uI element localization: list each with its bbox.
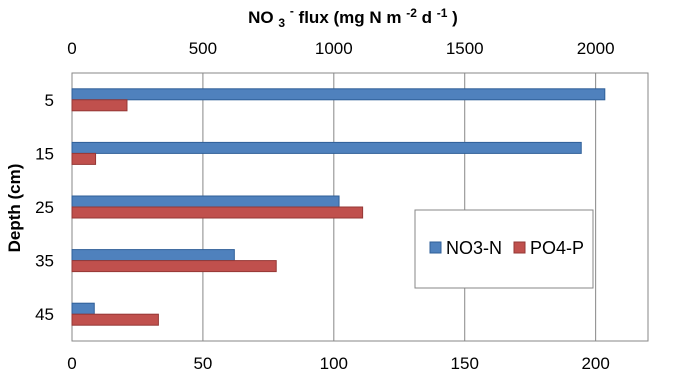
bottom-axis-tick-label: 200 bbox=[581, 354, 609, 373]
top-axis-title-part: flux (mg N m bbox=[299, 8, 402, 27]
top-axis-title-part: d bbox=[422, 8, 432, 27]
y-axis-tick-label: 45 bbox=[35, 305, 54, 324]
bar-po4-p bbox=[71, 313, 159, 326]
top-axis-title-sup: - bbox=[290, 4, 294, 18]
bar-po4-p bbox=[71, 152, 97, 165]
legend-swatch-no3-n bbox=[429, 241, 442, 254]
bottom-axis-tick-label: 50 bbox=[193, 354, 212, 373]
top-axis-tick-label: 1500 bbox=[446, 39, 484, 58]
bar-po4-p bbox=[71, 260, 277, 273]
top-axis-title-part: ) bbox=[452, 8, 458, 27]
legend: NO3-N PO4-P bbox=[414, 209, 594, 289]
bar-no3-n bbox=[71, 141, 582, 154]
top-axis-title-part: NO bbox=[248, 8, 274, 27]
bar-po4-p bbox=[71, 99, 128, 112]
legend-box bbox=[414, 209, 594, 289]
top-axis-tick-label: 2000 bbox=[577, 39, 615, 58]
y-axis-title: Depth (cm) bbox=[5, 164, 24, 253]
y-axis-tick-labels: 5 15 25 35 45 bbox=[35, 91, 54, 324]
top-axis-tick-labels: 0 500 1000 1500 2000 bbox=[67, 39, 614, 58]
bar-no3-n bbox=[71, 88, 606, 101]
top-axis-tick-label: 1000 bbox=[315, 39, 353, 58]
bottom-axis-tick-labels: 0 50 100 150 200 bbox=[67, 354, 610, 373]
legend-label-po4-p: PO4-P bbox=[530, 238, 584, 258]
y-axis-tick-label: 35 bbox=[35, 252, 54, 271]
top-axis-title-sub: 3 bbox=[278, 16, 285, 30]
bar-po4-p bbox=[71, 206, 364, 219]
top-axis-title-sup: -2 bbox=[406, 6, 417, 20]
y-axis-tick-label: 5 bbox=[45, 91, 54, 110]
top-axis-tick-label: 500 bbox=[189, 39, 217, 58]
bar-no3-n bbox=[71, 302, 95, 315]
bar-no3-n bbox=[71, 249, 235, 262]
bar-no3-n bbox=[71, 195, 340, 208]
y-axis-tick-label: 15 bbox=[35, 144, 54, 163]
legend-label-no3-n: NO3-N bbox=[446, 238, 502, 258]
top-axis-title: NO 3 - flux (mg N m -2 d -1 ) bbox=[248, 0, 458, 31]
bottom-axis-tick-label: 150 bbox=[451, 354, 479, 373]
bars bbox=[71, 88, 606, 326]
bottom-axis-tick-label: 100 bbox=[320, 354, 348, 373]
top-axis-title-sup: -1 bbox=[437, 6, 448, 20]
top-axis-tick-label: 0 bbox=[67, 39, 76, 58]
legend-swatch-po4-p bbox=[513, 241, 526, 254]
y-axis-tick-label: 25 bbox=[35, 198, 54, 217]
bottom-axis-tick-label: 0 bbox=[67, 354, 76, 373]
